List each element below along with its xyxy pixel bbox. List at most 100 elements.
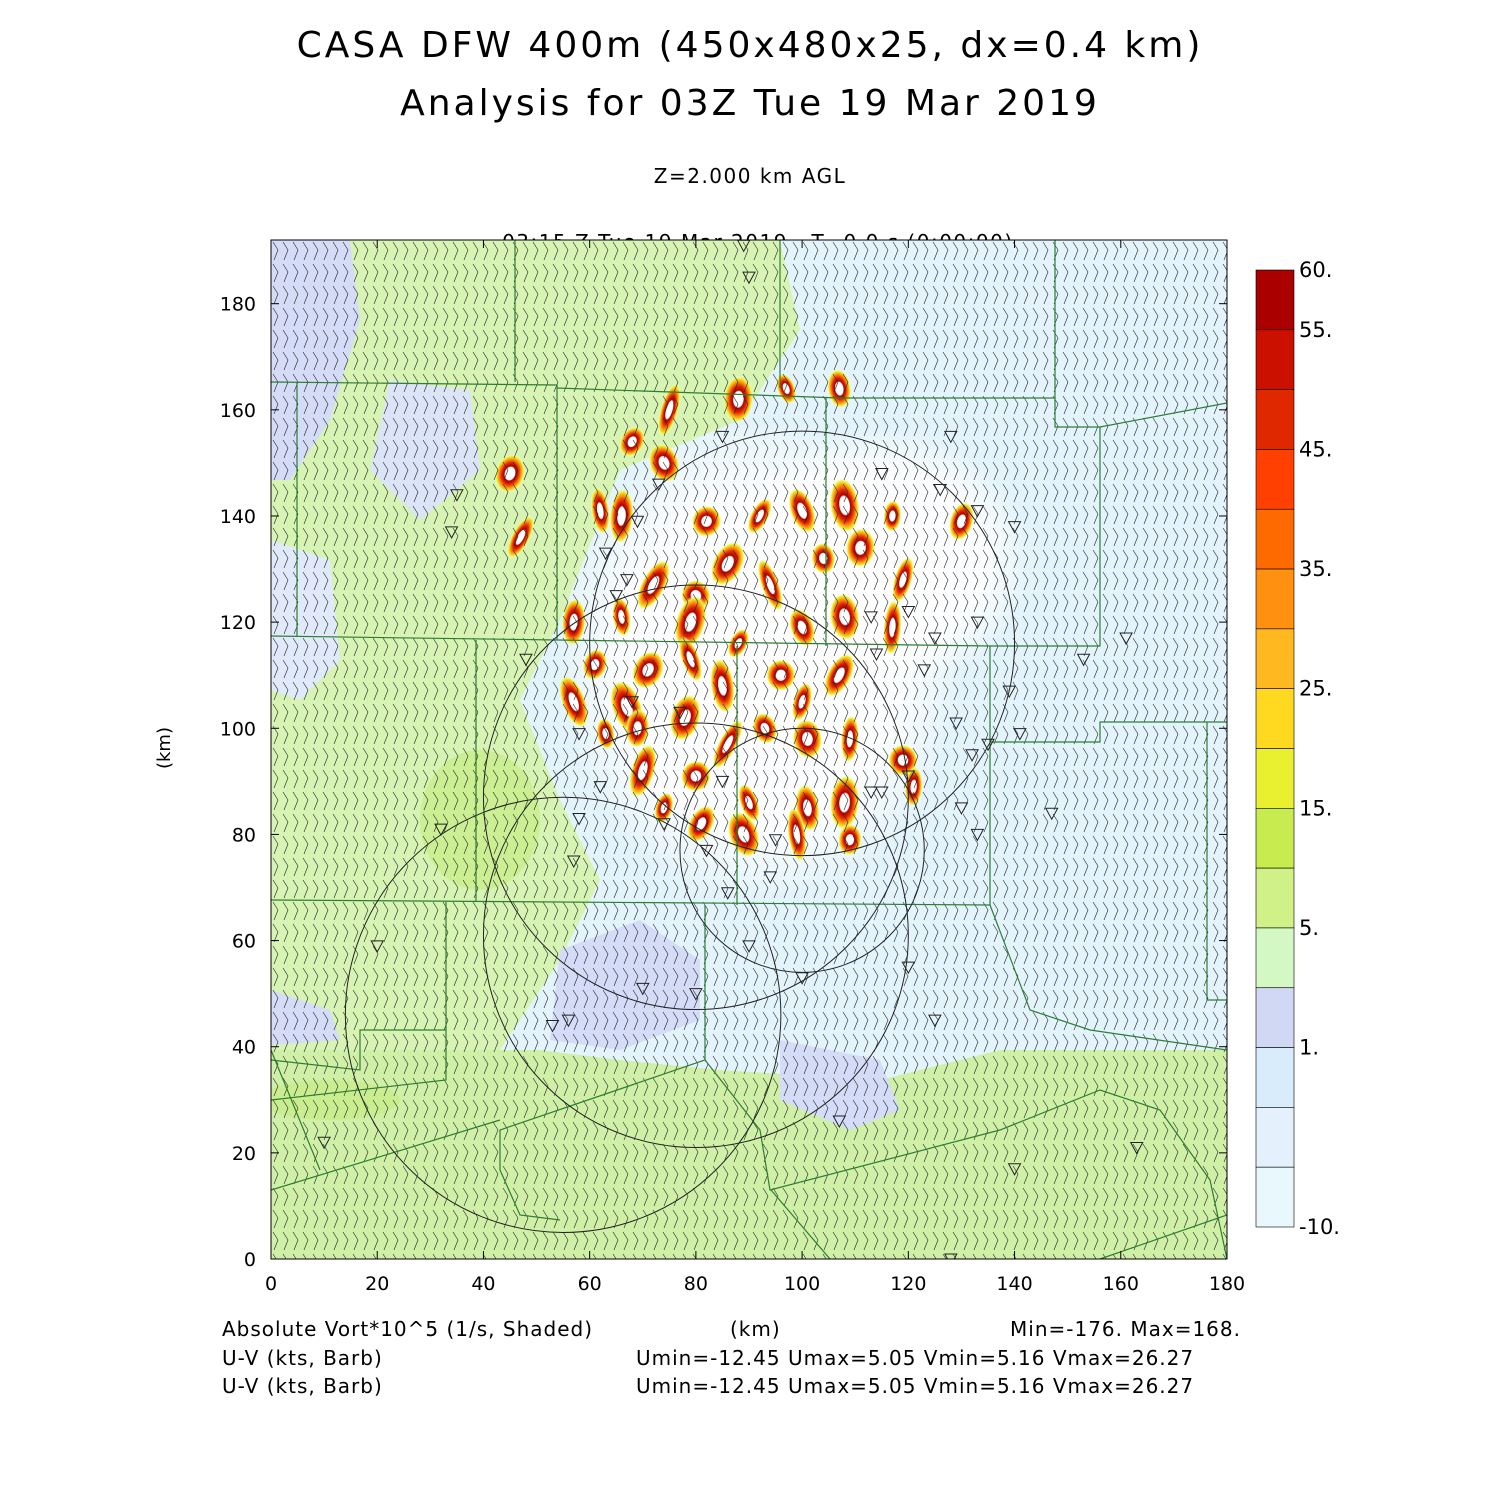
x-tick-label: 100 bbox=[784, 1273, 820, 1295]
station-marker bbox=[450, 489, 464, 502]
y-tick-label: 120 bbox=[220, 612, 256, 634]
station-marker bbox=[901, 961, 916, 975]
station-marker bbox=[1076, 653, 1091, 667]
station-marker bbox=[635, 982, 650, 996]
station-marker bbox=[928, 632, 942, 646]
colorbar-segment bbox=[1255, 568, 1295, 630]
radar-range-rings bbox=[344, 430, 1016, 1233]
field1-name: Absolute Vort*10^5 (1/s, Shaded) bbox=[222, 1317, 594, 1341]
field1-range: Min=-176. Max=168. bbox=[1010, 1317, 1241, 1341]
x-tick-label: 80 bbox=[684, 1273, 708, 1295]
station-marker bbox=[864, 786, 878, 800]
level-label: Z=2.000 km AGL bbox=[653, 164, 847, 188]
station-marker bbox=[444, 526, 459, 539]
field2-range: Umin=-12.45 Umax=5.05 Vmin=5.16 Vmax=26.… bbox=[636, 1346, 1195, 1370]
station-marker bbox=[545, 1019, 560, 1033]
x-tick-label: 180 bbox=[1209, 1273, 1245, 1295]
station-marker bbox=[970, 828, 985, 842]
station-marker bbox=[970, 616, 985, 630]
radar-ring bbox=[344, 796, 782, 1233]
title-line-2: Analysis for 03Z Tue 19 Mar 2019 bbox=[400, 83, 1100, 124]
colorbar-segment bbox=[1255, 748, 1295, 809]
colorbar-label: 25. bbox=[1299, 677, 1332, 701]
station-marker bbox=[1007, 1163, 1022, 1176]
station-marker bbox=[593, 781, 608, 794]
station-marker bbox=[874, 786, 889, 800]
station-marker bbox=[1013, 728, 1027, 741]
station-marker bbox=[874, 468, 889, 481]
colorbar-segment bbox=[1255, 449, 1295, 510]
radar-ring bbox=[589, 430, 1016, 857]
radar-ring bbox=[482, 584, 909, 1011]
colorbar-segment bbox=[1255, 269, 1295, 331]
x-tick-label: 140 bbox=[996, 1273, 1032, 1295]
station-marker bbox=[651, 478, 666, 492]
y-tick-label: 40 bbox=[232, 1037, 256, 1059]
station-marker bbox=[981, 738, 995, 752]
station-marker bbox=[954, 802, 969, 815]
y-tick-label: 20 bbox=[232, 1143, 256, 1165]
station-marker bbox=[970, 505, 985, 518]
colorbar-label: 15. bbox=[1299, 796, 1332, 820]
station-marker bbox=[673, 706, 687, 720]
y-axis-label: (km) bbox=[154, 727, 175, 769]
station-marker bbox=[720, 887, 735, 900]
station-marker bbox=[598, 547, 613, 561]
y-tick-label: 0 bbox=[244, 1249, 256, 1271]
colorbar-segment bbox=[1255, 927, 1295, 989]
station-marker bbox=[434, 823, 448, 837]
y-tick-label: 100 bbox=[220, 718, 256, 740]
station-marker bbox=[715, 430, 730, 444]
station-marker bbox=[917, 664, 932, 677]
station-marker bbox=[572, 728, 586, 741]
colorbar-label: 5. bbox=[1299, 916, 1319, 940]
station-markers bbox=[317, 240, 1144, 1259]
colorbar-segment bbox=[1255, 808, 1295, 869]
station-marker bbox=[625, 696, 639, 709]
station-marker bbox=[742, 940, 756, 953]
x-tick-label: 60 bbox=[578, 1273, 602, 1295]
colorbar-segment bbox=[1255, 628, 1295, 689]
colorbar-segment bbox=[1255, 329, 1295, 390]
x-axis: 0 20 40 60 80 100 120 140 160 180 bbox=[265, 240, 1245, 1295]
station-marker bbox=[519, 653, 533, 667]
colorbar-segment bbox=[1255, 1047, 1295, 1108]
wind-barbs bbox=[271, 240, 1227, 1259]
y-tick-label: 60 bbox=[232, 931, 256, 953]
station-marker bbox=[869, 648, 884, 662]
station-marker bbox=[1129, 1142, 1144, 1155]
station-marker bbox=[928, 1014, 942, 1028]
colorbar-segment bbox=[1255, 389, 1295, 450]
station-marker bbox=[943, 430, 958, 444]
colorbar-label: 1. bbox=[1299, 1036, 1319, 1060]
station-marker bbox=[901, 606, 916, 619]
station-marker bbox=[742, 271, 756, 285]
station-marker bbox=[370, 940, 385, 953]
field2-name: U-V (kts, Barb) bbox=[222, 1346, 383, 1370]
colorbar-segment bbox=[1255, 508, 1295, 570]
y-tick-label: 160 bbox=[220, 400, 256, 422]
title-line-1: CASA DFW 400m (450x480x25, dx=0.4 km) bbox=[296, 25, 1204, 66]
map-field bbox=[271, 240, 1227, 1259]
station-marker bbox=[768, 834, 783, 847]
colorbar-label: 60. bbox=[1299, 258, 1332, 282]
x-tick-label: 0 bbox=[265, 1273, 277, 1295]
colorbar-segment bbox=[1255, 867, 1295, 929]
station-marker bbox=[609, 590, 624, 603]
y-tick-label: 140 bbox=[220, 506, 256, 528]
station-marker bbox=[1044, 807, 1059, 821]
station-marker bbox=[795, 972, 809, 985]
y-axis: 0 20 40 60 80 100 120 140 160 180 bbox=[220, 294, 1227, 1271]
station-marker bbox=[572, 812, 586, 826]
station-marker bbox=[561, 1014, 576, 1028]
colorbar-label: 35. bbox=[1299, 557, 1332, 581]
x-tick-label: 20 bbox=[365, 1273, 389, 1295]
x-axis-units: (km) bbox=[730, 1317, 781, 1341]
station-marker bbox=[949, 717, 963, 731]
colorbar-segment bbox=[1255, 1107, 1295, 1168]
station-marker bbox=[965, 749, 979, 762]
colorbar-segment bbox=[1255, 688, 1295, 749]
colorbar: 60. 55. 45. 35. 25. 15. 5. 1. -10. bbox=[1255, 258, 1340, 1239]
field3-name: U-V (kts, Barb) bbox=[222, 1374, 383, 1398]
